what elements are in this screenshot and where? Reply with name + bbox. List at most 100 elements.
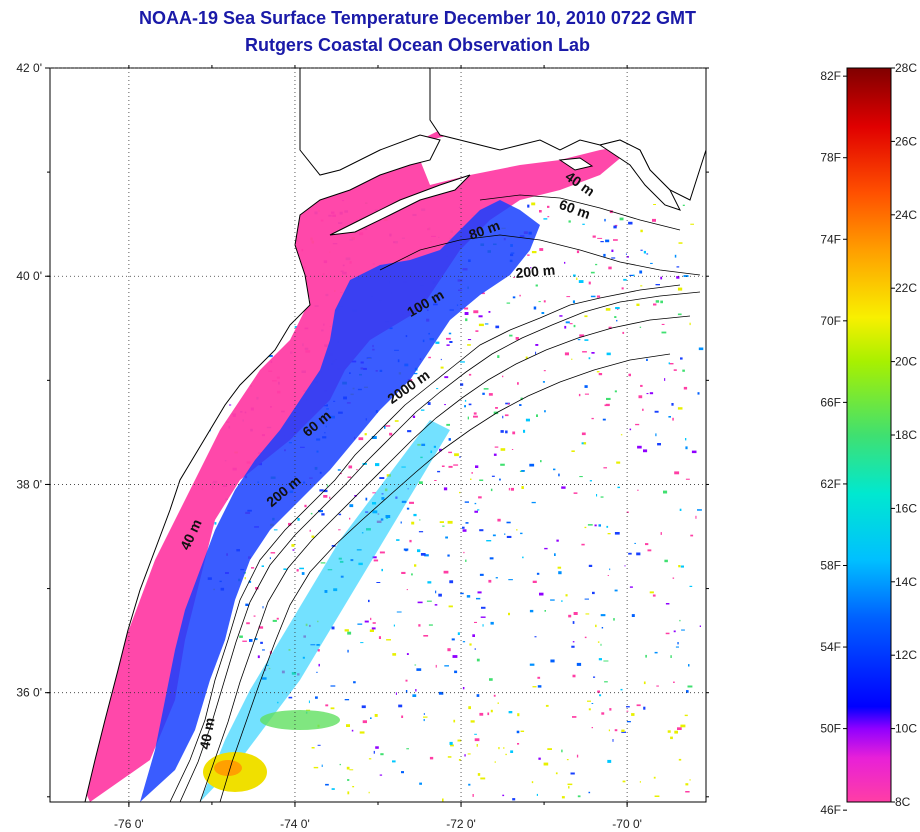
sst-pixel <box>598 373 603 376</box>
sst-pixel <box>537 676 541 679</box>
sst-pixel <box>331 626 335 630</box>
sst-pixel <box>647 549 652 552</box>
sst-pixel <box>522 556 524 559</box>
sst-pixel <box>516 529 518 531</box>
sst-pixel <box>438 593 442 597</box>
sst-pixel <box>584 526 587 529</box>
sst-pixel <box>699 625 701 627</box>
sst-pixel <box>584 393 589 395</box>
sst-pixel <box>369 629 374 632</box>
colorbar-label-f: 82F <box>820 69 841 83</box>
sst-pixel <box>385 425 391 427</box>
sst-pixel <box>449 741 453 745</box>
sst-shelf-water <box>140 200 540 802</box>
sst-pixel <box>479 712 484 716</box>
sst-pixel <box>489 557 494 560</box>
sst-pixel <box>462 641 466 643</box>
sst-pixel <box>556 539 559 542</box>
sst-pixel <box>434 480 437 481</box>
sst-pixel <box>591 417 594 420</box>
sst-pixel <box>492 534 496 537</box>
sst-pixel <box>270 552 276 554</box>
sst-pixel <box>595 624 597 628</box>
sst-pixel <box>598 658 602 661</box>
sst-pixel <box>435 590 437 594</box>
sst-pixel <box>590 271 595 274</box>
sst-pixel <box>598 524 601 527</box>
sst-pixel <box>678 565 681 568</box>
tick-label-lat: 36 0' <box>16 686 42 700</box>
sst-pixel <box>423 635 429 637</box>
sst-pixel <box>368 791 370 794</box>
sst-pixel <box>444 404 446 406</box>
sst-pixel <box>608 326 612 329</box>
sst-pixel <box>539 592 544 596</box>
sst-pixel <box>468 373 472 376</box>
sst-pixel <box>463 551 465 554</box>
sst-pixel <box>614 532 620 535</box>
sst-pixel <box>670 736 673 740</box>
sst-pixel <box>372 622 376 624</box>
sst-pixel <box>442 525 445 527</box>
sst-pixel <box>679 508 682 511</box>
sst-pixel <box>531 781 534 784</box>
contour-label: 40 m <box>196 716 217 750</box>
sst-pixel <box>657 443 661 446</box>
sst-pixel <box>440 358 442 361</box>
sst-pixel <box>592 591 595 595</box>
sst-pixel <box>428 624 433 626</box>
sst-pixel <box>296 569 299 572</box>
sst-pixel <box>495 407 498 409</box>
sst-pixel <box>413 513 417 517</box>
sst-pixel <box>467 416 469 420</box>
sst-pixel <box>465 522 469 524</box>
sst-pixel <box>520 730 525 732</box>
sst-pixel <box>495 577 498 579</box>
colorbar-label-c: 10C <box>895 722 917 736</box>
sst-pixel <box>683 386 688 390</box>
sst-pixel <box>529 663 535 666</box>
sst-pixel <box>559 315 563 317</box>
sst-pixel <box>674 254 677 258</box>
sst-pixel <box>435 664 437 668</box>
sst-pixel <box>406 748 409 750</box>
sst-pixel <box>606 525 609 528</box>
sst-pixel <box>544 610 546 612</box>
sst-pixel <box>592 235 596 238</box>
sst-pixel <box>371 627 376 630</box>
sst-pixel <box>535 351 537 355</box>
sst-pixel <box>664 559 668 563</box>
sst-pixel <box>561 486 566 489</box>
sst-pixel <box>558 571 562 575</box>
sst-pixel <box>572 641 575 643</box>
sst-pixel <box>561 796 565 799</box>
sst-pixel <box>643 706 646 710</box>
sst-pixel <box>438 691 444 695</box>
sst-pixel <box>494 761 496 763</box>
sst-pixel <box>348 465 353 469</box>
sst-pixel <box>605 403 610 406</box>
sst-pixel <box>354 495 357 497</box>
sst-pixel <box>636 704 641 707</box>
sst-pixel <box>538 301 541 303</box>
sst-pixel <box>493 694 496 697</box>
sst-pixel <box>653 776 656 779</box>
sst-pixel <box>530 267 532 269</box>
land-mid-atlantic <box>50 68 441 802</box>
sst-pixel <box>583 442 587 445</box>
sst-pixel <box>573 274 576 277</box>
sst-pixel <box>445 536 448 539</box>
sst-pixel <box>338 529 341 531</box>
sst-pixel <box>593 676 596 678</box>
sst-pixel <box>467 339 472 341</box>
sst-pixel <box>689 322 691 326</box>
sst-pixel <box>255 587 259 590</box>
sst-pixel <box>626 721 631 723</box>
sst-pixel <box>614 729 618 732</box>
sst-pixel <box>347 476 352 478</box>
sst-pixel <box>631 614 635 617</box>
sst-pixel <box>371 436 377 439</box>
sst-pixel <box>292 549 295 551</box>
sst-pixel <box>262 649 265 651</box>
sst-pixel <box>654 410 659 413</box>
